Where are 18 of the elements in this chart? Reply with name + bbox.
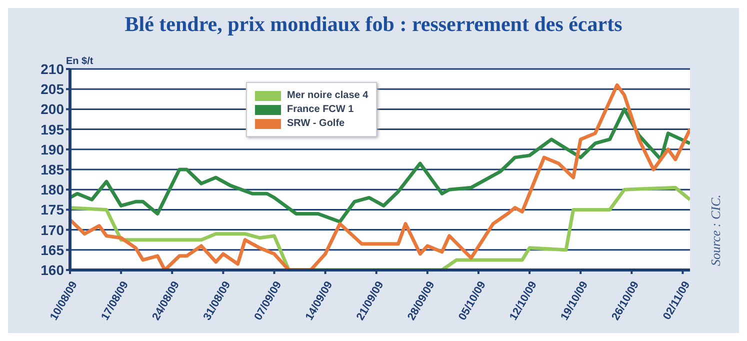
y-tick-label: 185 (40, 161, 64, 178)
legend-label: SRW - Golfe (287, 118, 345, 129)
source-note: Source : CIC. (708, 194, 724, 266)
y-tick-label: 180 (40, 182, 64, 198)
y-tick-label: 210 (40, 60, 64, 77)
y-tick-label: 200 (40, 101, 64, 118)
y-tick-label: 195 (40, 121, 64, 138)
y-tick-label: 160 (40, 262, 64, 278)
legend-label: Mer noire clase 4 (287, 90, 368, 101)
y-tick-label: 205 (40, 81, 64, 98)
y-axis-title: En $/t (66, 56, 94, 67)
y-tick-label: 170 (40, 222, 64, 238)
y-tick-label: 165 (40, 242, 64, 258)
legend-label: France FCW 1 (287, 104, 354, 115)
y-tick-label: 175 (40, 202, 64, 218)
chart-title: Blé tendre, prix mondiaux fob : resserrement des écarts (124, 12, 624, 37)
y-tick-label: 190 (40, 141, 64, 158)
line-series (70, 107, 690, 224)
